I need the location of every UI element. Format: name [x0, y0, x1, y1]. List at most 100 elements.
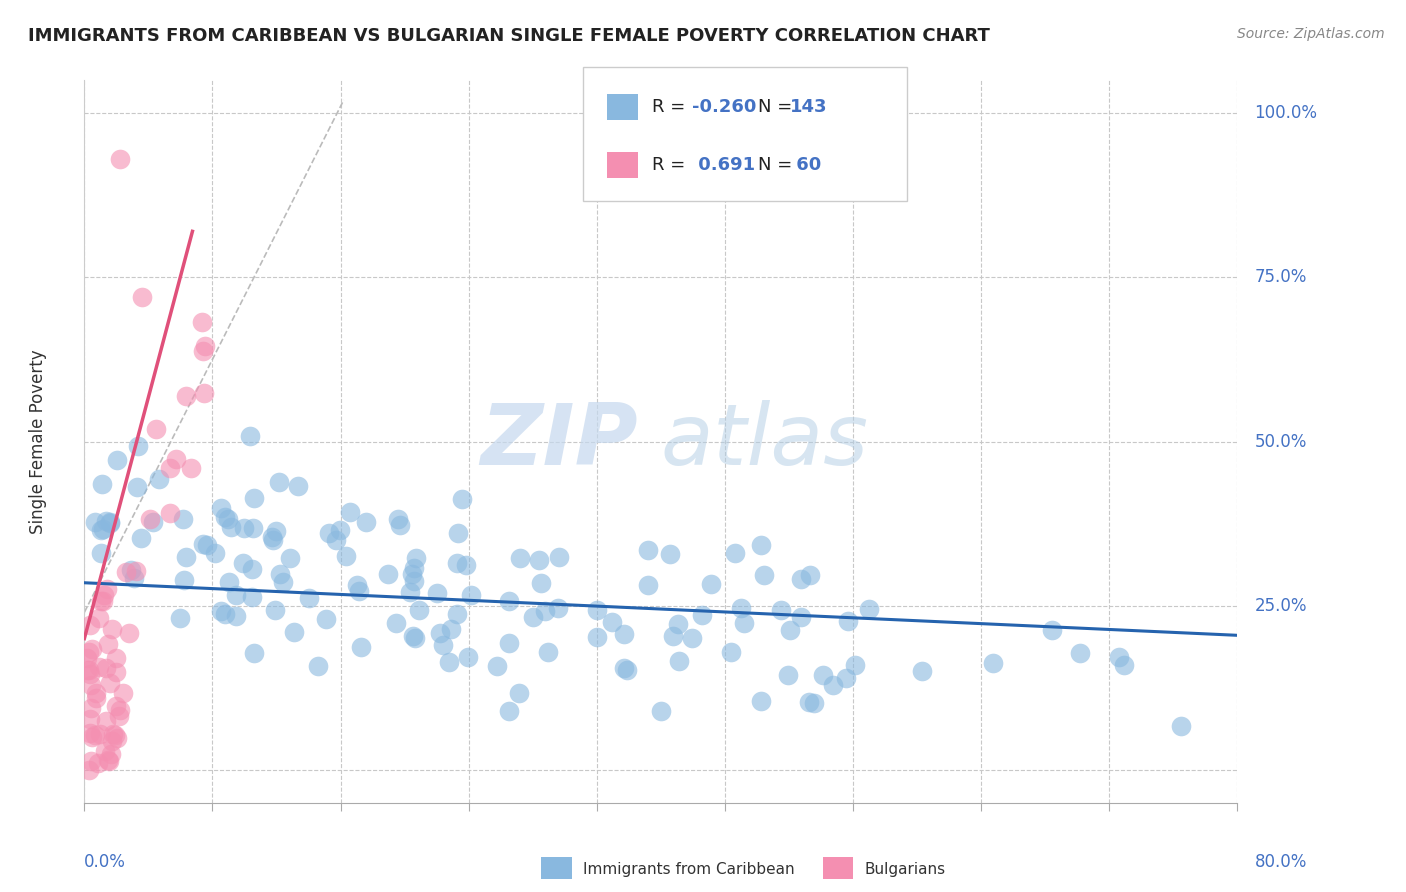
Point	[127, 439, 149, 453]
Point	[260, 530, 283, 544]
Point	[217, 512, 239, 526]
Point	[93, 588, 115, 602]
Point	[454, 558, 477, 572]
Point	[811, 668, 834, 682]
Point	[94, 714, 117, 728]
Point	[661, 629, 683, 643]
Text: IMMIGRANTS FROM CARIBBEAN VS BULGARIAN SINGLE FEMALE POVERTY CORRELATION CHART: IMMIGRANTS FROM CARIBBEAN VS BULGARIAN S…	[28, 27, 990, 45]
Text: R =: R =	[652, 156, 692, 174]
Point	[749, 693, 772, 707]
Point	[191, 537, 214, 551]
Point	[80, 754, 103, 768]
Point	[77, 763, 100, 777]
Text: Immigrants from Caribbean: Immigrants from Caribbean	[583, 863, 796, 877]
Point	[356, 516, 378, 530]
Point	[733, 616, 755, 631]
Point	[911, 664, 934, 678]
Point	[90, 477, 112, 491]
Point	[401, 566, 423, 581]
Point	[98, 516, 121, 531]
Point	[84, 685, 107, 699]
Point	[79, 712, 101, 726]
Point	[586, 603, 609, 617]
Point	[242, 521, 264, 535]
Point	[240, 590, 263, 604]
Point	[335, 549, 357, 563]
Point	[190, 315, 212, 329]
Text: N =: N =	[758, 156, 797, 174]
Point	[120, 563, 142, 577]
Point	[273, 574, 295, 589]
Point	[668, 654, 690, 668]
Point	[79, 617, 101, 632]
Point	[172, 512, 194, 526]
Point	[318, 525, 340, 540]
Point	[339, 505, 361, 519]
Point	[530, 575, 553, 590]
Point	[451, 492, 474, 507]
Point	[83, 515, 105, 529]
Point	[498, 704, 520, 718]
Text: Source: ZipAtlas.com: Source: ZipAtlas.com	[1237, 27, 1385, 41]
Point	[242, 562, 264, 576]
Point	[243, 646, 266, 660]
Point	[262, 533, 284, 547]
Point	[76, 663, 98, 677]
Point	[460, 588, 482, 602]
Point	[84, 691, 107, 706]
Point	[125, 564, 148, 578]
Point	[87, 659, 110, 673]
Point	[404, 631, 426, 645]
Point	[797, 695, 820, 709]
Text: atlas: atlas	[661, 400, 869, 483]
Point	[218, 574, 240, 589]
Point	[387, 511, 409, 525]
Text: Single Female Poverty: Single Female Poverty	[30, 350, 48, 533]
Point	[141, 515, 163, 529]
Point	[650, 704, 672, 718]
Point	[612, 661, 634, 675]
Point	[79, 667, 101, 681]
Point	[118, 625, 141, 640]
Point	[97, 637, 120, 651]
Point	[446, 607, 468, 622]
Point	[111, 685, 134, 699]
Point	[90, 523, 112, 537]
Point	[105, 665, 128, 680]
Point	[77, 663, 100, 677]
Point	[219, 520, 242, 534]
Point	[432, 638, 454, 652]
Text: 0.691: 0.691	[692, 156, 755, 174]
Text: ZIP: ZIP	[479, 400, 638, 483]
Point	[508, 686, 530, 700]
Point	[790, 609, 813, 624]
Point	[730, 600, 752, 615]
Point	[329, 523, 352, 537]
Point	[536, 645, 558, 659]
Point	[195, 538, 218, 552]
Point	[94, 744, 117, 758]
Point	[101, 727, 124, 741]
Point	[666, 616, 689, 631]
Text: 50.0%: 50.0%	[1254, 433, 1308, 450]
Point	[101, 622, 124, 636]
Point	[243, 491, 266, 506]
Point	[98, 515, 121, 529]
Point	[91, 522, 114, 536]
Point	[637, 542, 659, 557]
Point	[659, 548, 682, 562]
Point	[522, 610, 544, 624]
Point	[426, 585, 449, 599]
Point	[307, 659, 329, 673]
Point	[105, 650, 128, 665]
Point	[385, 616, 408, 631]
Point	[87, 611, 110, 625]
Point	[437, 655, 460, 669]
Text: N =: N =	[758, 98, 797, 116]
Point	[325, 533, 347, 548]
Point	[80, 678, 103, 692]
Point	[104, 698, 127, 713]
Text: 0.0%: 0.0%	[84, 854, 127, 871]
Point	[586, 630, 609, 644]
Point	[87, 756, 110, 770]
